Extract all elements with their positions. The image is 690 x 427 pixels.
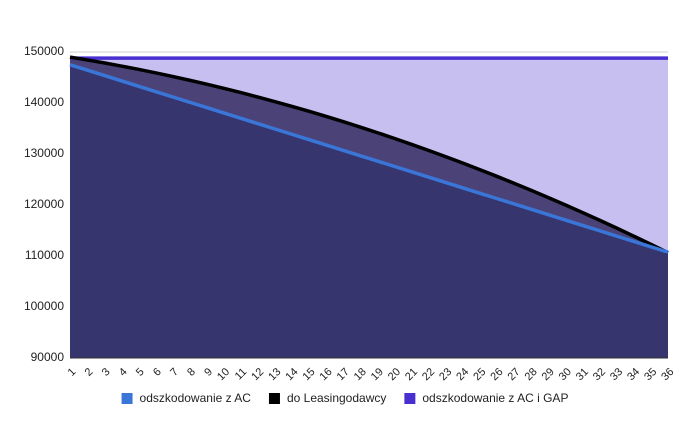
x-tick-label: 16: [318, 366, 335, 383]
legend-label: do Leasingodawcy: [287, 391, 386, 405]
x-tick-label: 7: [168, 366, 181, 379]
x-tick-label: 28: [523, 366, 540, 383]
x-tick-label: 25: [471, 366, 488, 383]
x-tick-label: 31: [574, 366, 591, 383]
y-tick-label: 140000: [24, 95, 64, 109]
legend-swatch: [121, 393, 133, 404]
x-tick-label: 35: [642, 366, 659, 383]
x-tick-label: 17: [335, 366, 352, 383]
legend-swatch: [268, 393, 280, 404]
y-tick-label: 90000: [31, 350, 65, 364]
x-tick-label: 34: [625, 366, 642, 383]
x-tick-label: 18: [352, 366, 369, 383]
x-tick-label: 19: [369, 366, 386, 383]
x-tick-label: 11: [233, 366, 250, 383]
line: [69, 63, 669, 254]
x-tick-label: 30: [557, 366, 574, 383]
x-tick-label: 10: [215, 366, 232, 383]
x-tick-label: 21: [403, 366, 420, 383]
x-tick-label: 12: [249, 366, 266, 383]
x-tick-label: 14: [283, 366, 300, 383]
x-tick-label: 27: [506, 366, 523, 383]
x-tick-label: 22: [420, 366, 437, 383]
x-tick-label: 5: [134, 366, 147, 379]
legend-swatch: [404, 393, 416, 404]
x-tick-label: 15: [300, 366, 317, 383]
y-tick-label: 100000: [24, 299, 64, 313]
line: [69, 55, 669, 255]
x-tick-label: 2: [83, 366, 96, 379]
x-tick-label: 1: [66, 366, 79, 379]
x-tick-label: 9: [202, 366, 215, 379]
x-tick-label: 6: [151, 366, 164, 379]
y-tick-label: 130000: [24, 146, 64, 160]
x-tick-label: 36: [659, 366, 676, 383]
legend-label: odszkodowanie z AC: [140, 391, 252, 405]
x-tick-label: 20: [386, 366, 403, 383]
y-tick-label: 150000: [24, 44, 64, 58]
x-tick-label: 29: [540, 366, 557, 383]
legend: odszkodowanie z AC do Leasingodawcy odszko…: [121, 391, 568, 405]
y-tick-label: 110000: [25, 248, 64, 262]
x-tick-label: 33: [608, 366, 625, 383]
x-tick-label: 32: [591, 366, 608, 383]
legend-label: odszkodowanie z AC i GAP: [422, 391, 568, 405]
x-tick-label: 8: [185, 366, 198, 379]
x-tick-label: 13: [266, 366, 283, 383]
x-tick-label: 23: [437, 366, 454, 383]
x-tick-label: 3: [100, 366, 113, 379]
y-tick-label: 120000: [24, 197, 64, 211]
x-tick-label: 26: [488, 366, 505, 383]
x-tick-label: 4: [117, 366, 130, 379]
area: [70, 64, 668, 358]
x-tick-label: 24: [454, 366, 471, 383]
